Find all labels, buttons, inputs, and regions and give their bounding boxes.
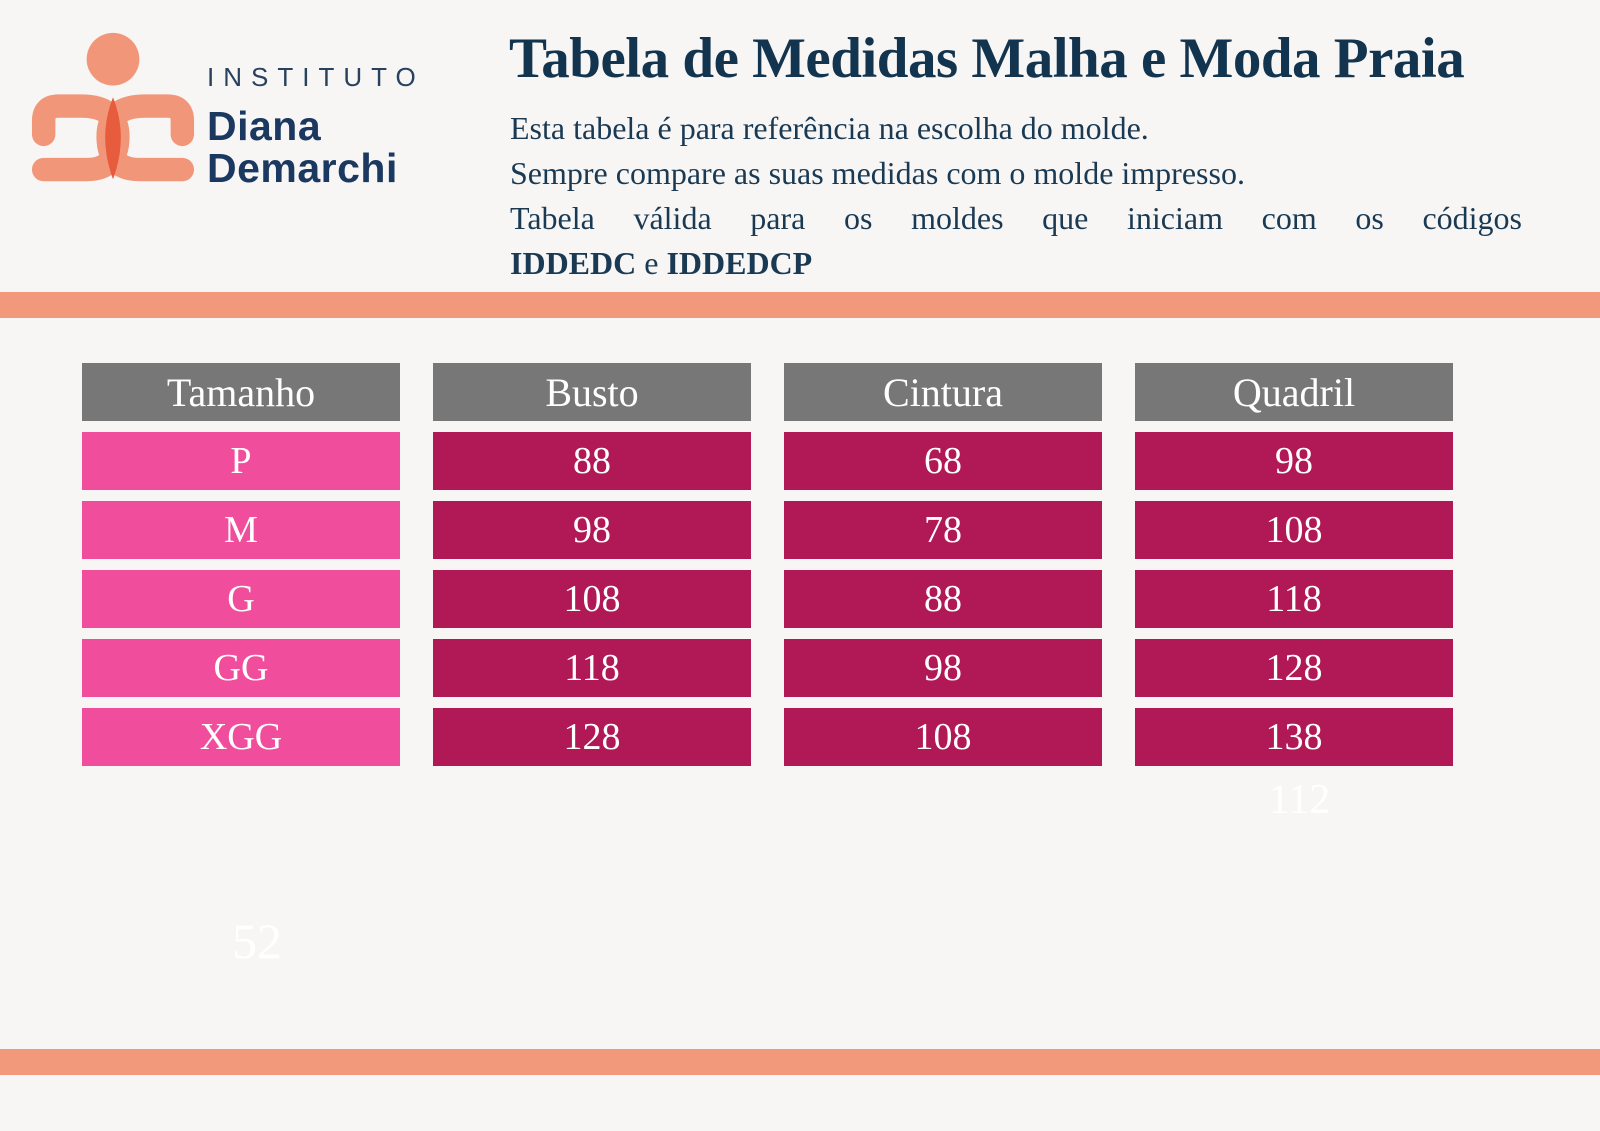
logo-person-icon: [31, 32, 195, 182]
quadril-cell-m: 108: [1135, 501, 1453, 559]
quadril-cell-g: 118: [1135, 570, 1453, 628]
busto-cell-xgg: 128: [433, 708, 751, 766]
quadril-cell-gg: 128: [1135, 639, 1453, 697]
cintura-cell-xgg: 108: [784, 708, 1102, 766]
subtitle-line-2: Sempre compare as suas medidas com o mol…: [510, 155, 1245, 191]
busto-cell-g: 108: [433, 570, 751, 628]
ghost-value-52: 52: [232, 913, 282, 969]
cintura-cell-m: 78: [784, 501, 1102, 559]
measurements-table: Tamanho Busto Cintura Quadril P 88 68 98…: [82, 363, 1453, 766]
subtitle-line-1: Esta tabela é para referência na escolha…: [510, 110, 1149, 146]
size-cell-gg: GG: [82, 639, 400, 697]
subtitle-block: Esta tabela é para referência na escolha…: [510, 106, 1522, 286]
logo-name-line2: Demarchi: [207, 145, 398, 191]
quadril-cell-xgg: 138: [1135, 708, 1453, 766]
page-title: Tabela de Medidas Malha e Moda Praia: [509, 27, 1465, 90]
subtitle-line-3: Tabela válida para os moldes que iniciam…: [510, 200, 1522, 236]
subtitle-line-4: IDDEDC e IDDEDCP: [510, 241, 1522, 286]
busto-cell-gg: 118: [433, 639, 751, 697]
quadril-cell-p: 98: [1135, 432, 1453, 490]
busto-cell-m: 98: [433, 501, 751, 559]
size-cell-p: P: [82, 432, 400, 490]
column-header-quadril: Quadril: [1135, 363, 1453, 421]
cintura-cell-p: 68: [784, 432, 1102, 490]
busto-cell-p: 88: [433, 432, 751, 490]
divider-bar-bottom: [0, 1049, 1600, 1075]
logo-name-line1: Diana: [207, 103, 322, 149]
column-header-tamanho: Tamanho: [82, 363, 400, 421]
size-cell-xgg: XGG: [82, 708, 400, 766]
size-cell-g: G: [82, 570, 400, 628]
mold-code-1: IDDEDC: [510, 245, 637, 281]
divider-bar-top: [0, 292, 1600, 318]
column-header-cintura: Cintura: [784, 363, 1102, 421]
size-cell-m: M: [82, 501, 400, 559]
cintura-cell-gg: 98: [784, 639, 1102, 697]
mold-code-2: IDDEDCP: [666, 245, 813, 281]
cintura-cell-g: 88: [784, 570, 1102, 628]
logo-institute-text: INSTITUTO: [207, 62, 425, 92]
ghost-value-112: 112: [1268, 777, 1331, 823]
column-header-busto: Busto: [433, 363, 751, 421]
conjunction-text: e: [636, 245, 667, 281]
